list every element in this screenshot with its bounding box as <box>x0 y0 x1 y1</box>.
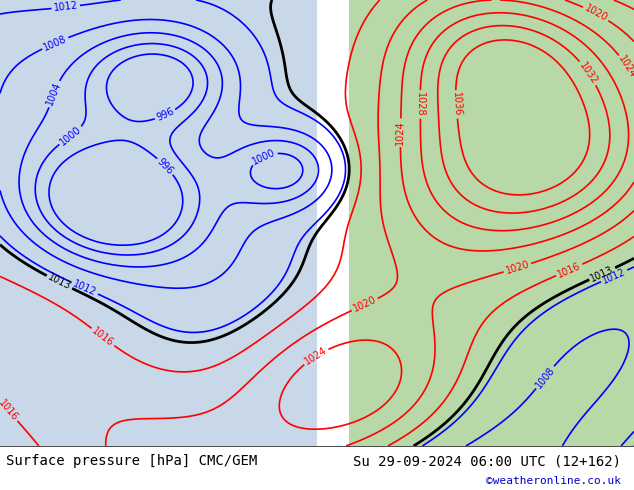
Text: 1024: 1024 <box>616 54 634 80</box>
Text: 1016: 1016 <box>90 326 115 348</box>
Text: 1013: 1013 <box>46 272 72 292</box>
Text: 1000: 1000 <box>58 124 83 147</box>
Text: Surface pressure [hPa] CMC/GEM: Surface pressure [hPa] CMC/GEM <box>6 454 257 468</box>
Text: 1013: 1013 <box>589 264 616 283</box>
Text: Su 29-09-2024 06:00 UTC (12+162): Su 29-09-2024 06:00 UTC (12+162) <box>353 454 621 468</box>
FancyBboxPatch shape <box>0 0 317 446</box>
Text: 1004: 1004 <box>45 81 63 107</box>
Text: 1008: 1008 <box>42 34 68 52</box>
Text: 1012: 1012 <box>53 1 79 13</box>
Text: 1008: 1008 <box>533 365 557 390</box>
Text: 1036: 1036 <box>451 92 462 117</box>
Text: 1012: 1012 <box>72 279 98 298</box>
Text: 1012: 1012 <box>601 266 628 286</box>
Text: ©weatheronline.co.uk: ©weatheronline.co.uk <box>486 476 621 486</box>
FancyBboxPatch shape <box>349 0 634 446</box>
Text: 1028: 1028 <box>415 92 425 117</box>
Text: 1020: 1020 <box>583 3 609 24</box>
Text: 1032: 1032 <box>578 60 599 86</box>
Text: 1016: 1016 <box>0 397 20 423</box>
Text: 1020: 1020 <box>351 295 378 314</box>
Text: 1024: 1024 <box>396 121 406 145</box>
Text: 1020: 1020 <box>504 259 531 276</box>
Text: 1024: 1024 <box>303 345 329 367</box>
Text: 1000: 1000 <box>250 147 277 166</box>
Text: 996: 996 <box>155 156 176 176</box>
Text: 996: 996 <box>155 106 176 123</box>
Text: 1016: 1016 <box>556 260 583 279</box>
